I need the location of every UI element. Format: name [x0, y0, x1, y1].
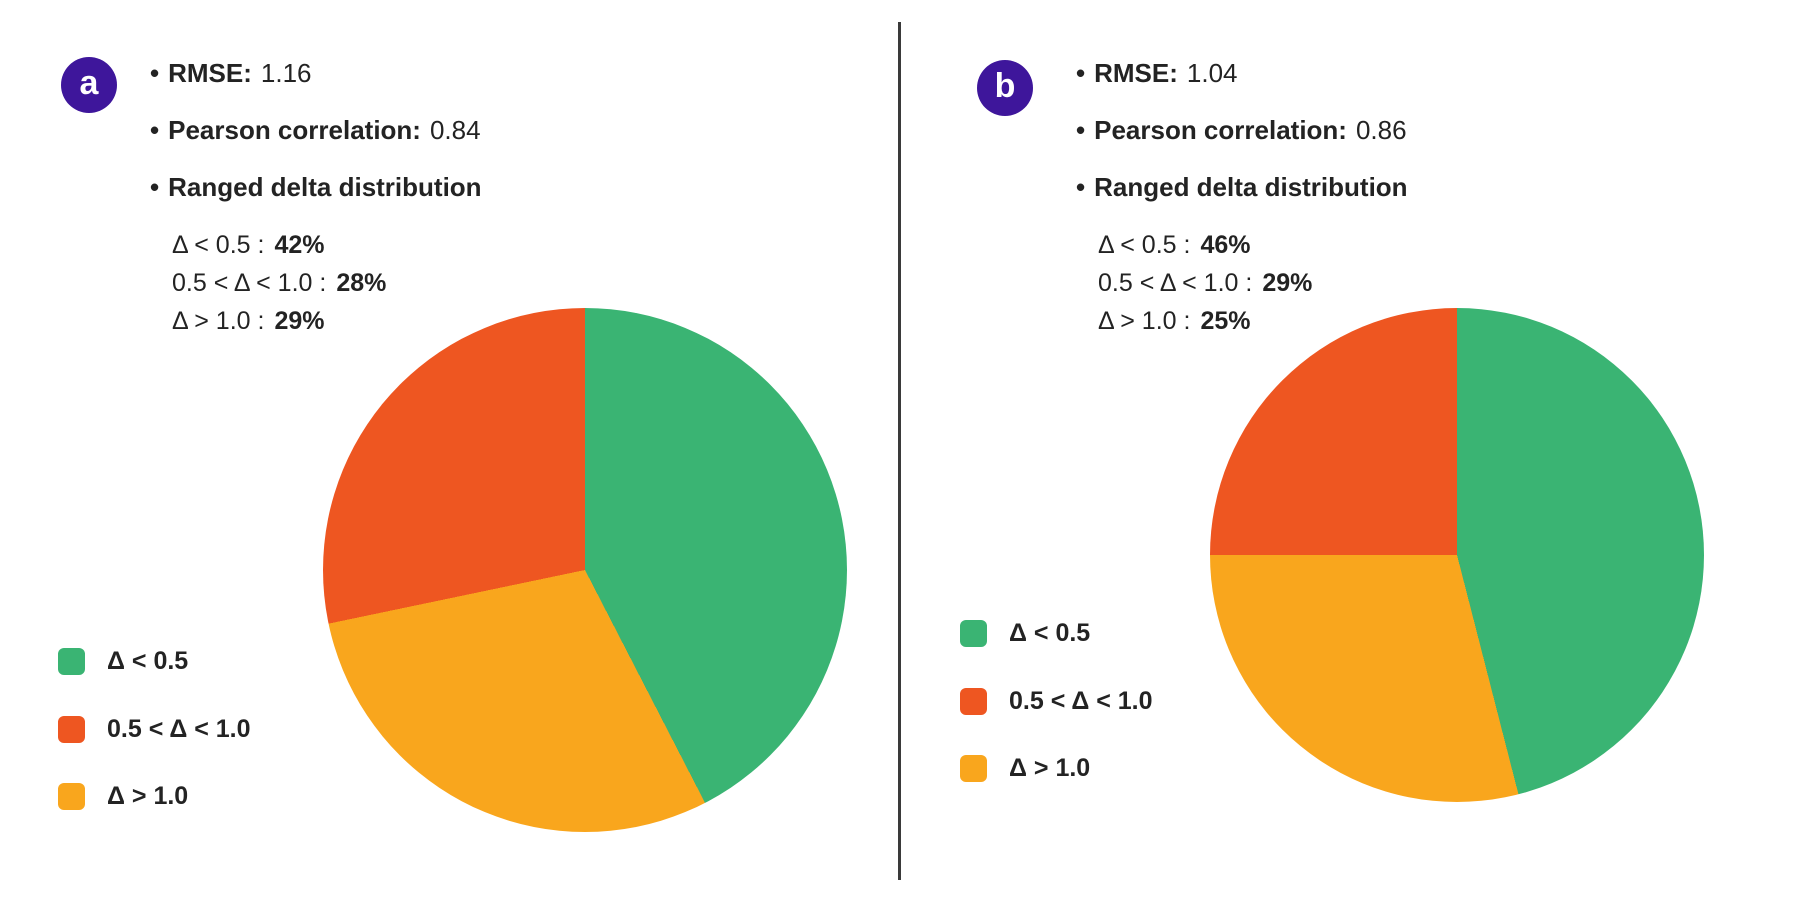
- legend-label: 0.5 < Δ < 1.0: [107, 714, 251, 743]
- legend-item: Δ < 0.5: [960, 619, 1153, 648]
- panel-b-distribution: Δ < 0.5 : 46% 0.5 < Δ < 1.0 : 29% Δ > 1.…: [1098, 230, 1408, 336]
- pearson-value: 0.86: [1355, 115, 1407, 146]
- pie-chart-b: [1210, 308, 1704, 802]
- legend-swatch-orange: [58, 715, 85, 743]
- pearson-label: Pearson correlation:: [168, 115, 421, 146]
- pearson-line: • Pearson correlation: 0.86: [1076, 115, 1408, 146]
- legend-label: Δ > 1.0: [107, 782, 189, 810]
- pearson-line: • Pearson correlation: 0.84: [150, 115, 482, 146]
- legend-item: 0.5 < Δ < 1.0: [960, 686, 1153, 716]
- dist-line: Δ < 0.5 : 42%: [172, 230, 482, 260]
- pearson-label: Pearson correlation:: [1094, 115, 1347, 146]
- legend-label: Δ < 0.5: [1009, 619, 1091, 647]
- bullet-marker: •: [1076, 58, 1086, 88]
- dist-pct: 42%: [274, 230, 325, 259]
- dist-pct: 28%: [336, 268, 387, 297]
- pie-chart-a: [323, 308, 847, 832]
- bullet-marker: •: [1076, 172, 1086, 203]
- rmse-value: 1.04: [1186, 58, 1238, 88]
- legend-swatch-green: [960, 620, 987, 648]
- rmse-line: • RMSE: 1.16: [150, 58, 482, 89]
- bullet-marker: •: [150, 115, 160, 146]
- legend-label: 0.5 < Δ < 1.0: [1009, 686, 1153, 715]
- dist-range: Δ > 1.0 :: [1098, 306, 1191, 335]
- panel-divider: [898, 22, 901, 880]
- dist-range: Δ < 0.5 :: [172, 230, 265, 259]
- bullet-marker: •: [1076, 115, 1086, 146]
- dist-line: Δ > 1.0 : 29%: [172, 306, 482, 336]
- legend-swatch-orange: [960, 687, 987, 715]
- dist-line: Δ < 0.5 : 46%: [1098, 230, 1408, 260]
- distribution-heading-line: • Ranged delta distribution: [1076, 172, 1408, 203]
- dist-line: Δ > 1.0 : 25%: [1098, 306, 1408, 336]
- panel-a-distribution: Δ < 0.5 : 42% 0.5 < Δ < 1.0 : 28% Δ > 1.…: [172, 230, 482, 336]
- pearson-value: 0.84: [429, 115, 481, 146]
- bullet-marker: •: [150, 172, 160, 203]
- dist-range: Δ > 1.0 :: [172, 306, 265, 335]
- legend-swatch-amber: [58, 783, 85, 811]
- panel-b-badge-letter: b: [994, 67, 1016, 105]
- rmse-value: 1.16: [260, 58, 312, 88]
- panel-b-legend: Δ < 0.5 0.5 < Δ < 1.0 Δ > 1.0: [960, 619, 1153, 823]
- legend-swatch-green: [58, 648, 85, 676]
- panel-b-stats: • RMSE: 1.04 • Pearson correlation: 0.86…: [1076, 58, 1408, 344]
- panel-b-badge: b: [977, 60, 1033, 116]
- dist-range: 0.5 < Δ < 1.0 :: [1098, 268, 1253, 297]
- dist-range: 0.5 < Δ < 1.0 :: [172, 268, 327, 297]
- dist-line: 0.5 < Δ < 1.0 : 28%: [172, 268, 482, 298]
- legend-item: Δ < 0.5: [58, 647, 251, 676]
- panel-a-legend: Δ < 0.5 0.5 < Δ < 1.0 Δ > 1.0: [58, 647, 251, 851]
- rmse-label: RMSE:: [1094, 58, 1178, 88]
- rmse-line: • RMSE: 1.04: [1076, 58, 1408, 89]
- panel-b: b • RMSE: 1.04 • Pearson correlation: 0.…: [900, 0, 1798, 899]
- legend-label: Δ < 0.5: [107, 647, 189, 675]
- rmse-label: RMSE:: [168, 58, 252, 88]
- distribution-heading: Ranged delta distribution: [1094, 172, 1408, 203]
- legend-swatch-amber: [960, 755, 987, 783]
- legend-item: Δ > 1.0: [960, 754, 1153, 783]
- distribution-heading-line: • Ranged delta distribution: [150, 172, 482, 203]
- panel-a-stats: • RMSE: 1.16 • Pearson correlation: 0.84…: [150, 58, 482, 344]
- legend-item: Δ > 1.0: [58, 782, 251, 811]
- panel-a-badge-letter: a: [79, 64, 99, 102]
- dist-range: Δ < 0.5 :: [1098, 230, 1191, 259]
- panel-a-badge: a: [61, 57, 117, 113]
- legend-label: Δ > 1.0: [1009, 754, 1091, 782]
- distribution-heading: Ranged delta distribution: [168, 172, 482, 203]
- panel-a: a • RMSE: 1.16 • Pearson correlation: 0.…: [0, 0, 898, 899]
- dist-line: 0.5 < Δ < 1.0 : 29%: [1098, 268, 1408, 298]
- bullet-marker: •: [150, 58, 160, 88]
- dist-pct: 29%: [1262, 268, 1313, 297]
- dist-pct: 25%: [1200, 306, 1251, 335]
- dist-pct: 29%: [274, 306, 325, 335]
- legend-item: 0.5 < Δ < 1.0: [58, 714, 251, 744]
- dist-pct: 46%: [1200, 230, 1251, 259]
